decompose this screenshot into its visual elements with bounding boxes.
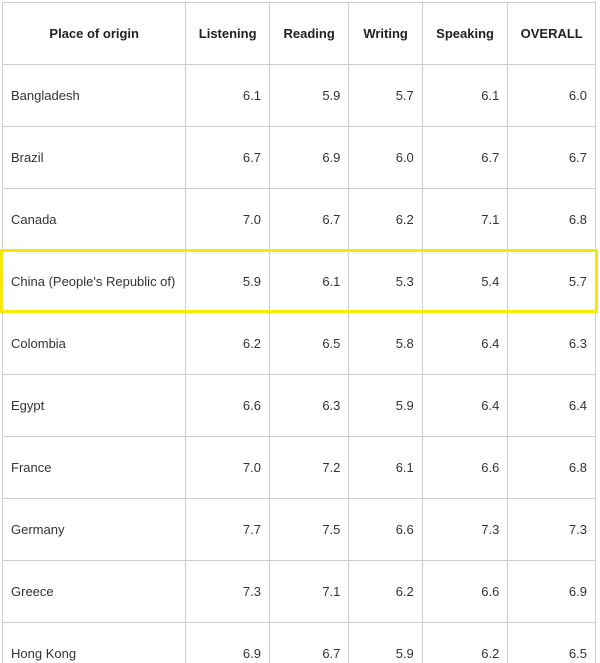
table-row: China (People's Republic of)5.96.15.35.4…: [3, 251, 596, 313]
cell-listening: 6.6: [186, 375, 270, 437]
cell-speaking: 5.4: [422, 251, 508, 313]
cell-listening: 7.0: [186, 189, 270, 251]
cell-listening: 6.2: [186, 313, 270, 375]
cell-speaking: 6.6: [422, 437, 508, 499]
cell-writing: 6.1: [349, 437, 422, 499]
scores-table: Place of originListeningReadingWritingSp…: [2, 2, 596, 663]
cell-listening: 5.9: [186, 251, 270, 313]
cell-listening: 6.1: [186, 65, 270, 127]
cell-writing: 5.9: [349, 623, 422, 663]
table-row: Egypt6.66.35.96.46.4: [3, 375, 596, 437]
cell-speaking: 6.4: [422, 375, 508, 437]
cell-place: Hong Kong: [3, 623, 186, 663]
cell-speaking: 6.4: [422, 313, 508, 375]
cell-place: Brazil: [3, 127, 186, 189]
table-row: Germany7.77.56.67.37.3: [3, 499, 596, 561]
table-frame: Place of originListeningReadingWritingSp…: [0, 0, 600, 663]
table-header-row: Place of originListeningReadingWritingSp…: [3, 3, 596, 65]
cell-speaking: 7.1: [422, 189, 508, 251]
cell-writing: 6.2: [349, 561, 422, 623]
cell-reading: 6.7: [269, 189, 348, 251]
col-header-listening: Listening: [186, 3, 270, 65]
cell-overall: 6.4: [508, 375, 596, 437]
cell-writing: 6.2: [349, 189, 422, 251]
cell-writing: 5.7: [349, 65, 422, 127]
table-row: Greece7.37.16.26.66.9: [3, 561, 596, 623]
table-row: Canada7.06.76.27.16.8: [3, 189, 596, 251]
col-header-reading: Reading: [269, 3, 348, 65]
cell-overall: 6.8: [508, 189, 596, 251]
cell-place: Greece: [3, 561, 186, 623]
cell-overall: 6.9: [508, 561, 596, 623]
cell-overall: 6.3: [508, 313, 596, 375]
cell-listening: 7.7: [186, 499, 270, 561]
cell-reading: 6.5: [269, 313, 348, 375]
cell-speaking: 6.6: [422, 561, 508, 623]
cell-reading: 5.9: [269, 65, 348, 127]
cell-listening: 6.7: [186, 127, 270, 189]
cell-place: China (People's Republic of): [3, 251, 186, 313]
cell-overall: 7.3: [508, 499, 596, 561]
cell-overall: 6.5: [508, 623, 596, 663]
col-header-writing: Writing: [349, 3, 422, 65]
cell-overall: 6.0: [508, 65, 596, 127]
cell-reading: 7.1: [269, 561, 348, 623]
table-row: Hong Kong6.96.75.96.26.5: [3, 623, 596, 663]
cell-overall: 5.7: [508, 251, 596, 313]
table-row: France7.07.26.16.66.8: [3, 437, 596, 499]
cell-reading: 7.2: [269, 437, 348, 499]
table-row: Bangladesh6.15.95.76.16.0: [3, 65, 596, 127]
cell-listening: 7.3: [186, 561, 270, 623]
cell-speaking: 6.2: [422, 623, 508, 663]
cell-speaking: 7.3: [422, 499, 508, 561]
col-header-place: Place of origin: [3, 3, 186, 65]
cell-place: France: [3, 437, 186, 499]
cell-writing: 5.8: [349, 313, 422, 375]
table-row: Brazil6.76.96.06.76.7: [3, 127, 596, 189]
cell-speaking: 6.1: [422, 65, 508, 127]
cell-speaking: 6.7: [422, 127, 508, 189]
cell-place: Germany: [3, 499, 186, 561]
cell-reading: 6.9: [269, 127, 348, 189]
cell-place: Colombia: [3, 313, 186, 375]
table-row: Colombia6.26.55.86.46.3: [3, 313, 596, 375]
cell-reading: 6.3: [269, 375, 348, 437]
cell-listening: 6.9: [186, 623, 270, 663]
cell-place: Bangladesh: [3, 65, 186, 127]
col-header-speaking: Speaking: [422, 3, 508, 65]
cell-reading: 6.1: [269, 251, 348, 313]
cell-place: Egypt: [3, 375, 186, 437]
cell-overall: 6.8: [508, 437, 596, 499]
cell-writing: 5.3: [349, 251, 422, 313]
cell-listening: 7.0: [186, 437, 270, 499]
cell-place: Canada: [3, 189, 186, 251]
cell-reading: 7.5: [269, 499, 348, 561]
col-header-overall: OVERALL: [508, 3, 596, 65]
cell-overall: 6.7: [508, 127, 596, 189]
cell-reading: 6.7: [269, 623, 348, 663]
cell-writing: 6.0: [349, 127, 422, 189]
cell-writing: 6.6: [349, 499, 422, 561]
cell-writing: 5.9: [349, 375, 422, 437]
